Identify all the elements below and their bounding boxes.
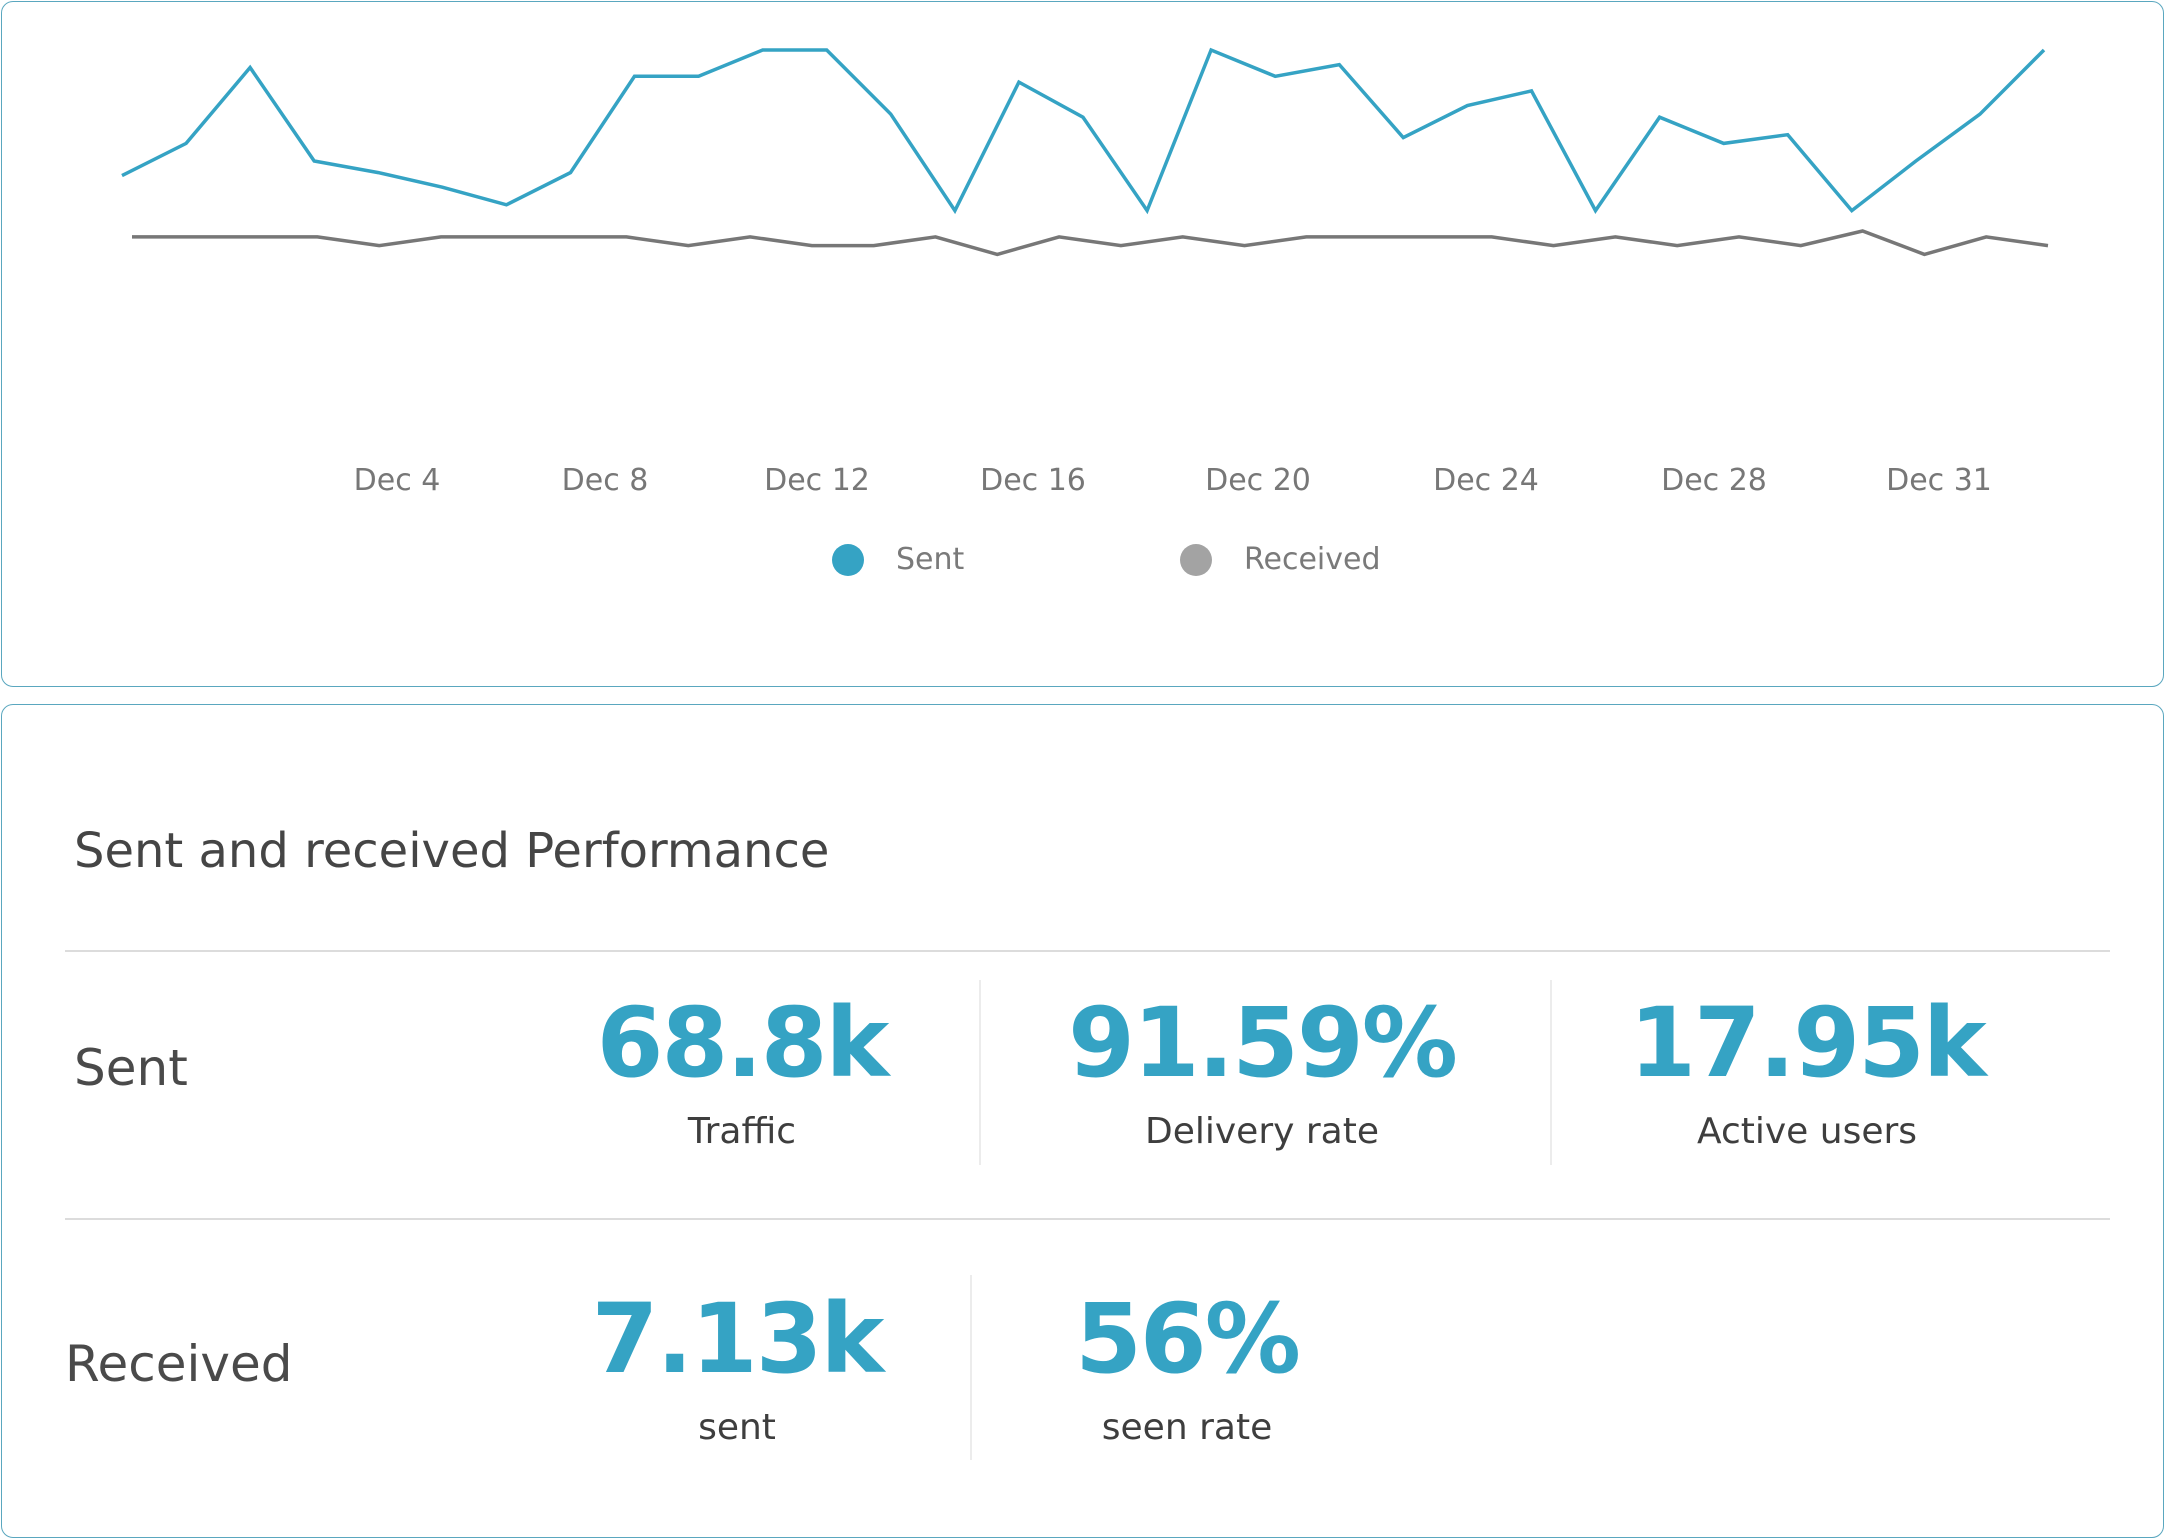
metric-received-sent: 7.13k sent — [542, 1291, 932, 1448]
metric-seen-rate-label: seen rate — [1101, 1407, 1273, 1448]
metric-active-users-value: 17.95k — [1629, 987, 1987, 1099]
x-tick-label: Dec 12 — [764, 463, 870, 498]
x-tick-label: Dec 31 — [1886, 463, 1992, 498]
metric-delivery-rate: 91.59% Delivery rate — [1042, 995, 1482, 1152]
sent-series-line — [121, 47, 2046, 215]
x-tick-label: Dec 20 — [1205, 463, 1311, 498]
legend-item-received[interactable]: Received — [1180, 542, 1381, 577]
metric-received-sent-value: 7.13k — [591, 1283, 885, 1395]
legend-dot-sent — [832, 543, 864, 576]
chart-legend: Sent Received — [2, 542, 2163, 582]
chart-card: Dec 4 Dec 8 Dec 12 Dec 16 Dec 20 Dec 24 Dec 28… — [1, 1, 2164, 687]
metric-active-users-label: Active users — [1696, 1111, 1918, 1152]
metric-delivery-rate-value: 91.59% — [1068, 987, 1458, 1099]
x-tick-label: Dec 16 — [980, 463, 1086, 498]
legend-label-received: Received — [1244, 542, 1381, 577]
sent-row-label: Sent — [74, 1039, 188, 1097]
row-divider — [65, 950, 2110, 952]
x-tick-label: Dec 24 — [1433, 463, 1539, 498]
metric-traffic-value: 68.8k — [596, 987, 890, 1099]
metric-delivery-rate-label: Delivery rate — [1145, 1111, 1379, 1152]
legend-dot-received — [1180, 543, 1212, 576]
legend-item-sent[interactable]: Sent — [832, 542, 964, 577]
metric-separator — [970, 1275, 972, 1460]
metric-traffic: 68.8k Traffic — [542, 995, 942, 1152]
metric-separator — [1550, 980, 1552, 1165]
x-tick-label: Dec 4 — [354, 463, 441, 498]
performance-card: Sent and received Performance Sent 68.8k… — [1, 704, 2164, 1538]
legend-label-sent: Sent — [896, 542, 965, 577]
received-row-label: Received — [65, 1335, 293, 1393]
x-tick-label: Dec 8 — [562, 463, 649, 498]
metric-traffic-label: Traffic — [687, 1111, 797, 1152]
row-divider — [65, 1218, 2110, 1220]
performance-title: Sent and received Performance — [74, 823, 830, 879]
metric-received-sent-label: sent — [698, 1407, 776, 1448]
metric-seen-rate: 56% seen rate — [1022, 1291, 1352, 1448]
received-series-line — [132, 229, 2049, 257]
x-axis-ticks: Dec 4 Dec 8 Dec 12 Dec 16 Dec 20 Dec 24 Dec 28… — [354, 463, 1992, 498]
x-tick-label: Dec 28 — [1661, 463, 1767, 498]
line-chart: Dec 4 Dec 8 Dec 12 Dec 16 Dec 20 Dec 24 Dec 28… — [121, 47, 2049, 498]
metric-separator — [979, 980, 981, 1165]
metric-active-users: 17.95k Active users — [1607, 995, 2007, 1152]
metric-seen-rate-value: 56% — [1075, 1283, 1301, 1395]
